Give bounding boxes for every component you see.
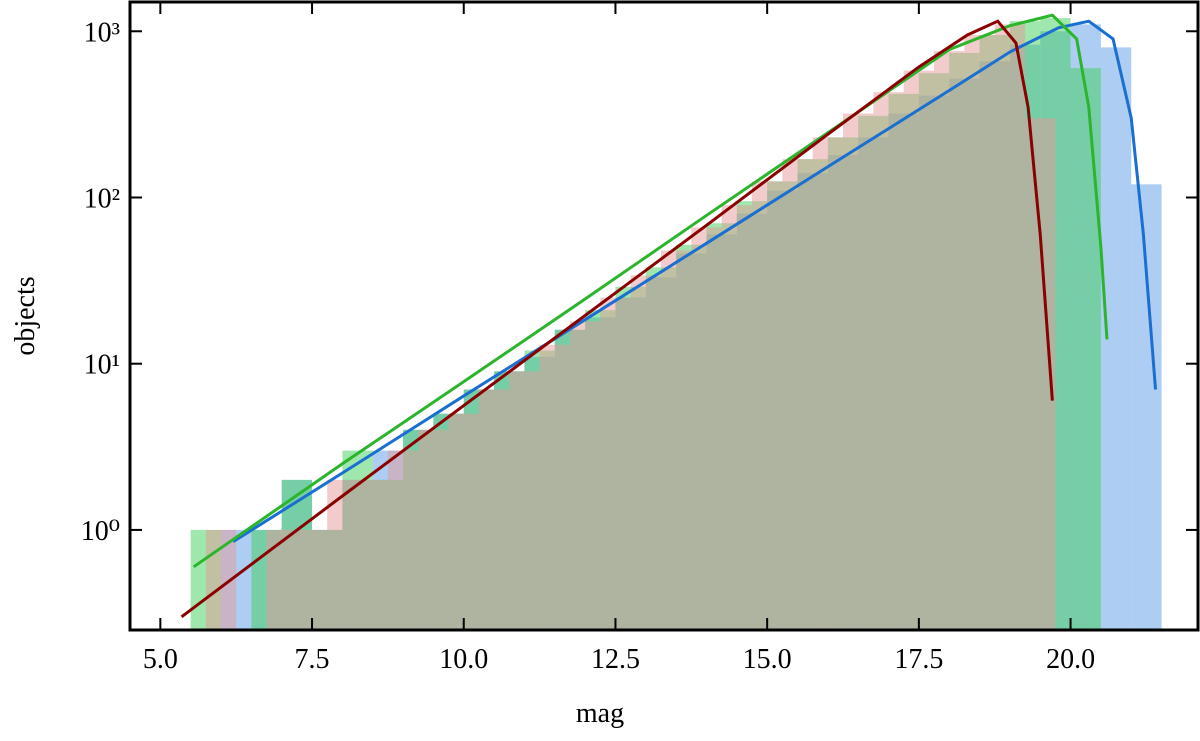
histogram-bar [357, 479, 388, 630]
histogram-bar [448, 413, 479, 630]
fit-line [192, 13, 1109, 569]
plot-frame [128, 0, 1200, 632]
histogram-bar [812, 137, 844, 630]
x-tick-label: 20.0 [1046, 644, 1095, 675]
x-axis-label: mag [576, 698, 624, 729]
histogram-bar [843, 113, 874, 630]
y-tick-label: 10⁰ [81, 516, 120, 547]
histogram-bar [1131, 184, 1162, 630]
x-tick-label: 17.5 [894, 644, 943, 675]
x-tick-label: 5.0 [143, 644, 178, 675]
plot-area [180, 13, 1162, 630]
histogram-bar [478, 389, 510, 630]
histogram-bar [296, 529, 328, 630]
y-tick-label: 10¹ [84, 350, 120, 381]
histogram-bar [1070, 68, 1101, 630]
fit-line [232, 19, 1158, 543]
histogram-bar [994, 24, 1026, 630]
histogram-bar [266, 529, 297, 630]
y-tick-label: 10² [84, 183, 120, 214]
histogram-bar [873, 92, 904, 630]
histogram-bar [387, 450, 419, 630]
histogram-bar [539, 344, 570, 630]
histogram-bar [964, 34, 995, 630]
histogram-bar [903, 70, 935, 630]
histogram-bar [600, 297, 631, 630]
x-tick-label: 10.0 [439, 644, 488, 675]
histogram-bar [509, 371, 540, 630]
histogram-bar [751, 181, 783, 630]
x-tick-label: 15.0 [743, 644, 792, 675]
histogram-bar [934, 51, 965, 630]
histogram-bar [782, 159, 813, 630]
histogram-bar [691, 227, 722, 630]
fit-line [180, 19, 1054, 619]
y-axis-label: objects [10, 276, 41, 355]
histogram-bar [660, 250, 692, 630]
y-tick-label: 10³ [84, 17, 120, 48]
marks [180, 13, 1162, 630]
histogram-bar [721, 205, 752, 630]
histogram-bar [569, 321, 601, 630]
x-tick-label: 7.5 [295, 644, 330, 675]
histogram-bar [630, 275, 661, 630]
x-tick-label: 12.5 [591, 644, 640, 675]
histogram-bar [418, 429, 449, 630]
